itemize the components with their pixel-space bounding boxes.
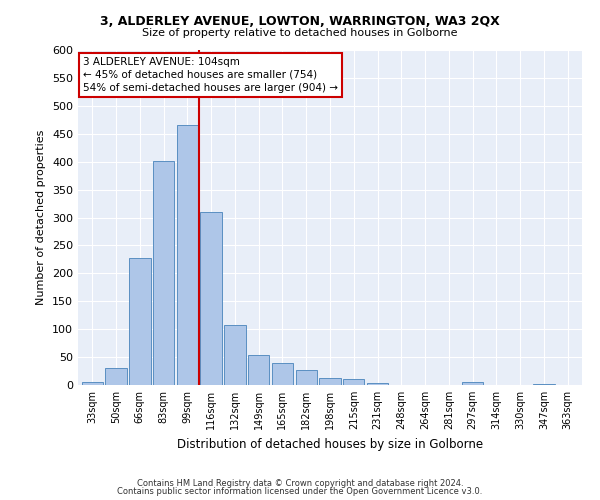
Bar [129, 258, 151, 385]
Bar [153, 161, 174, 385]
Bar [200, 212, 222, 385]
Text: 3 ALDERLEY AVENUE: 104sqm
← 45% of detached houses are smaller (754)
54% of semi: 3 ALDERLEY AVENUE: 104sqm ← 45% of detac… [83, 56, 338, 93]
Text: Size of property relative to detached houses in Golborne: Size of property relative to detached ho… [142, 28, 458, 38]
Text: Contains HM Land Registry data © Crown copyright and database right 2024.: Contains HM Land Registry data © Crown c… [137, 478, 463, 488]
Bar [319, 378, 341, 385]
Text: 3, ALDERLEY AVENUE, LOWTON, WARRINGTON, WA3 2QX: 3, ALDERLEY AVENUE, LOWTON, WARRINGTON, … [100, 15, 500, 28]
Bar [106, 368, 127, 385]
Bar [367, 383, 388, 385]
Bar [296, 370, 317, 385]
Bar [272, 362, 293, 385]
Bar [82, 382, 103, 385]
Bar [343, 379, 364, 385]
Bar [248, 356, 269, 385]
Bar [533, 384, 554, 385]
Y-axis label: Number of detached properties: Number of detached properties [37, 130, 46, 305]
X-axis label: Distribution of detached houses by size in Golborne: Distribution of detached houses by size … [177, 438, 483, 450]
Bar [224, 324, 245, 385]
Text: Contains public sector information licensed under the Open Government Licence v3: Contains public sector information licen… [118, 487, 482, 496]
Bar [462, 382, 484, 385]
Bar [176, 126, 198, 385]
